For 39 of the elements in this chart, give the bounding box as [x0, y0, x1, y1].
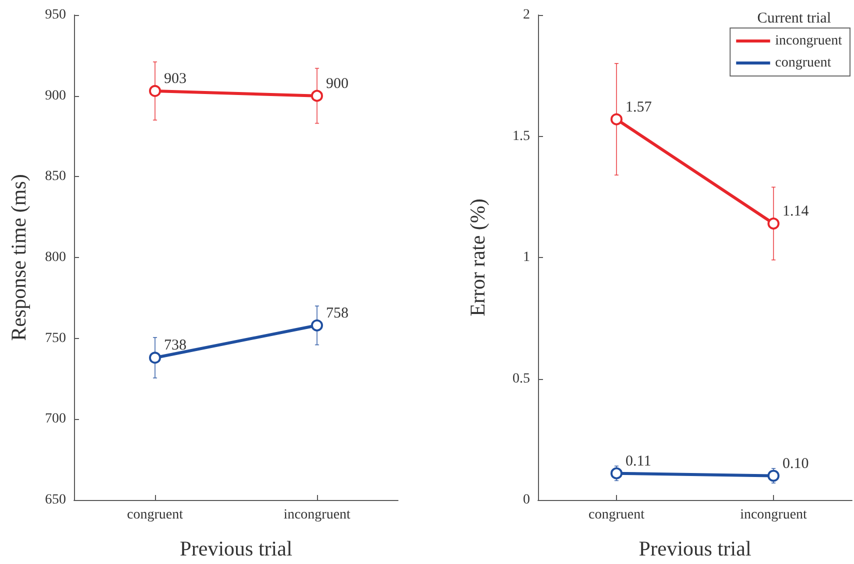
y-tick-label: 0.5: [512, 371, 530, 386]
y-axis-title: Error rate (%): [466, 198, 490, 316]
y-tick-label: 1: [523, 250, 530, 265]
y-tick-label: 650: [45, 492, 66, 508]
point: [768, 470, 780, 482]
x-tick-label: congruent: [127, 508, 184, 522]
legend-label: congruent: [775, 56, 832, 70]
data-label: 758: [326, 305, 348, 322]
y-tick-label: 0: [523, 492, 530, 508]
legend-title: Current trial: [757, 10, 832, 26]
x-tick-label: congruent: [588, 508, 645, 522]
y-tick-label: 700: [45, 412, 66, 427]
x-tick-label: incongruent: [284, 508, 351, 522]
data-label: 738: [164, 338, 186, 354]
point: [311, 90, 323, 102]
data-label: 900: [326, 76, 348, 92]
y-tick-label: 950: [45, 8, 66, 22]
y-tick-label: 800: [45, 250, 66, 265]
y-tick-label: 900: [45, 88, 66, 104]
y-tick-label: 2: [523, 8, 530, 22]
legend-label: incongruent: [775, 34, 842, 48]
point: [610, 113, 622, 126]
data-label: 903: [164, 70, 186, 87]
y-tick-label: 850: [45, 169, 66, 184]
data-label: 0.10: [782, 456, 809, 472]
point: [610, 467, 622, 480]
y-tick-label: 750: [45, 330, 66, 346]
x-tick-label: incongruent: [740, 508, 808, 522]
point: [149, 84, 161, 97]
data-label: 0.11: [626, 453, 652, 470]
data-label: 1.57: [626, 99, 652, 116]
point: [311, 319, 323, 332]
point: [768, 218, 780, 230]
x-axis-title: Previous trial: [638, 536, 752, 560]
data-label: 1.14: [782, 204, 810, 220]
point: [149, 352, 161, 364]
y-tick-label: 1.5: [512, 128, 530, 144]
y-axis-title: Response time (ms): [6, 174, 30, 341]
x-axis-title: Previous trial: [180, 536, 292, 560]
